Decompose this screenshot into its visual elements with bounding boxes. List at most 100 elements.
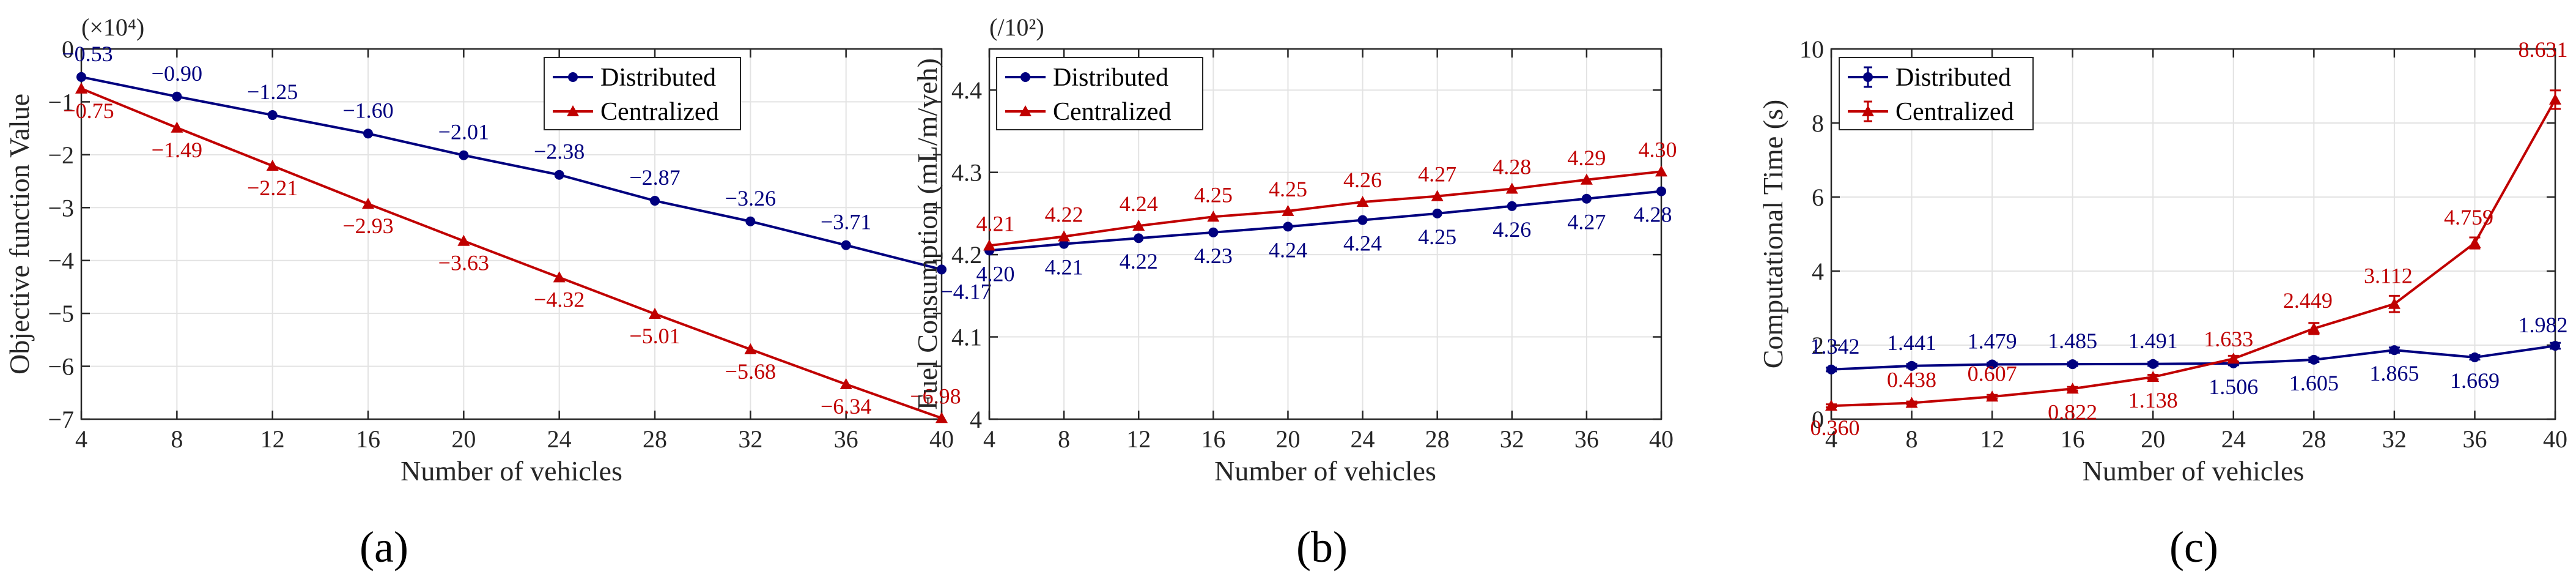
data-label: 4.25 xyxy=(1194,182,1233,207)
series-line-distributed xyxy=(1831,345,2556,371)
y-tick-label: 4.3 xyxy=(951,159,982,187)
data-point-marker xyxy=(362,198,374,209)
x-axis-label: Number of vehicles xyxy=(1214,455,1436,486)
axis-multiplier: (/10²) xyxy=(989,13,1044,41)
data-label: −2.38 xyxy=(534,140,585,164)
y-tick-label: −6 xyxy=(48,353,74,381)
data-point-marker xyxy=(1431,190,1444,201)
legend-marker-circle xyxy=(568,72,578,82)
data-point-marker xyxy=(1826,364,1836,374)
data-label: 4.24 xyxy=(1343,231,1382,256)
y-tick-label: −4 xyxy=(48,247,74,275)
legend-marker-circle xyxy=(1020,72,1030,82)
series-centralized: −0.75 −1.49 −2.21 −2.93 −3.63 −4.32 −5.01 −5.68… xyxy=(63,82,961,423)
legend-marker-triangle xyxy=(1019,105,1032,116)
y-axis-label: Computational Time (s) xyxy=(1757,100,1788,369)
plot-area-frame xyxy=(988,48,1663,420)
data-point-marker xyxy=(1208,227,1219,237)
data-label: −2.01 xyxy=(438,120,489,144)
data-point-marker xyxy=(1986,390,1999,402)
data-point-marker xyxy=(2066,382,2079,394)
x-tick-label: 40 xyxy=(1649,425,1674,453)
data-point-marker xyxy=(841,240,851,250)
data-label: −0.53 xyxy=(62,42,113,66)
data-point-marker xyxy=(1357,215,1368,225)
data-label: 4.22 xyxy=(1120,249,1158,274)
x-tick-label: 12 xyxy=(260,425,285,453)
data-label: −0.75 xyxy=(63,99,114,123)
legend-label-distributed: Distributed xyxy=(600,64,716,92)
data-point-marker xyxy=(2147,371,2160,382)
legend: Distributed Centralized xyxy=(544,57,741,130)
data-label: −5.01 xyxy=(629,324,680,348)
panel-label: (b) xyxy=(1296,523,1348,572)
data-point-marker xyxy=(2470,352,2480,363)
panel-label: (c) xyxy=(2169,523,2218,572)
data-point-marker xyxy=(1507,201,1517,211)
x-tick-label: 36 xyxy=(834,425,858,453)
legend: Distributed Centralized xyxy=(996,57,1203,130)
data-label: 4.28 xyxy=(1634,203,1672,227)
data-label: 1.865 xyxy=(2369,361,2419,386)
data-label: 2.449 xyxy=(2283,288,2333,313)
plot-area-frame xyxy=(1830,48,2556,420)
data-point-marker xyxy=(76,72,86,82)
legend: Distributed Centralized xyxy=(1839,57,2034,130)
data-point-marker xyxy=(1581,193,1592,204)
legend-label-distributed: Distributed xyxy=(1895,64,2011,92)
chart-panel-a: 4 8 12 16 20 24 28 32 36 40 −7 −6 −5 −4 −3 −2 −1 0 Number … xyxy=(4,13,992,572)
data-label: −0.90 xyxy=(152,61,202,86)
data-label: 1.485 xyxy=(2048,329,2097,353)
series-line-centralized xyxy=(1831,99,2556,408)
y-tick-label: −3 xyxy=(48,194,74,222)
x-axis-label: Number of vehicles xyxy=(400,455,622,486)
data-label: 0.438 xyxy=(1887,368,1936,392)
data-label: 3.112 xyxy=(2364,264,2413,288)
data-label: −2.21 xyxy=(247,176,298,200)
data-point-marker xyxy=(2227,352,2240,364)
x-tick-label: 8 xyxy=(1906,425,1918,453)
data-label: −4.17 xyxy=(940,279,991,304)
data-label: 4.25 xyxy=(1418,225,1456,249)
data-point-marker xyxy=(1905,397,1918,408)
x-tick-label: 24 xyxy=(1351,425,1375,453)
data-point-marker xyxy=(1825,400,1837,411)
x-tick-label: 8 xyxy=(171,425,183,453)
data-label: 8.631 xyxy=(2519,37,2568,62)
data-point-marker xyxy=(1132,220,1145,231)
data-label: 4.30 xyxy=(1639,137,1677,162)
series-centralized: 0.360 0.438 0.607 0.822 1.138 1.633 2.449 3.112… xyxy=(1810,37,2568,440)
data-point-marker xyxy=(2309,354,2319,365)
data-label: 0.822 xyxy=(2048,400,2097,424)
x-tick-label: 20 xyxy=(2141,425,2165,453)
data-label: 4.25 xyxy=(1269,177,1307,201)
data-label: −3.63 xyxy=(438,251,489,275)
data-label: 4.21 xyxy=(976,211,1015,236)
data-point-marker xyxy=(2388,297,2401,309)
series-line-centralized xyxy=(989,170,1662,247)
data-label: 1.982 xyxy=(2519,313,2568,337)
data-point-marker xyxy=(267,110,278,121)
y-tick-label: 0 xyxy=(1812,406,1824,433)
legend-marker-triangle xyxy=(567,105,579,116)
data-label: 1.669 xyxy=(2450,368,2500,393)
data-point-marker xyxy=(171,121,183,133)
data-point-marker xyxy=(2549,93,2561,105)
y-tick-label: 4 xyxy=(1812,258,1824,285)
legend-box xyxy=(996,57,1203,130)
x-tick-label: 12 xyxy=(1126,425,1151,453)
x-axis-label: Number of vehicles xyxy=(2083,455,2305,486)
data-point-marker xyxy=(2148,359,2158,369)
data-label: 0.607 xyxy=(1968,361,2017,386)
legend-label-centralized: Centralized xyxy=(1053,98,1172,126)
data-point-marker xyxy=(172,91,182,102)
data-label: −1.25 xyxy=(247,80,298,104)
x-tick-label: 20 xyxy=(451,425,476,453)
data-label: 1.491 xyxy=(2128,329,2178,353)
x-tick-label: 40 xyxy=(929,425,954,453)
axis-multiplier: (×10⁴) xyxy=(81,13,144,41)
data-point-marker xyxy=(2308,322,2320,333)
y-tick-label: 4.4 xyxy=(951,76,982,104)
